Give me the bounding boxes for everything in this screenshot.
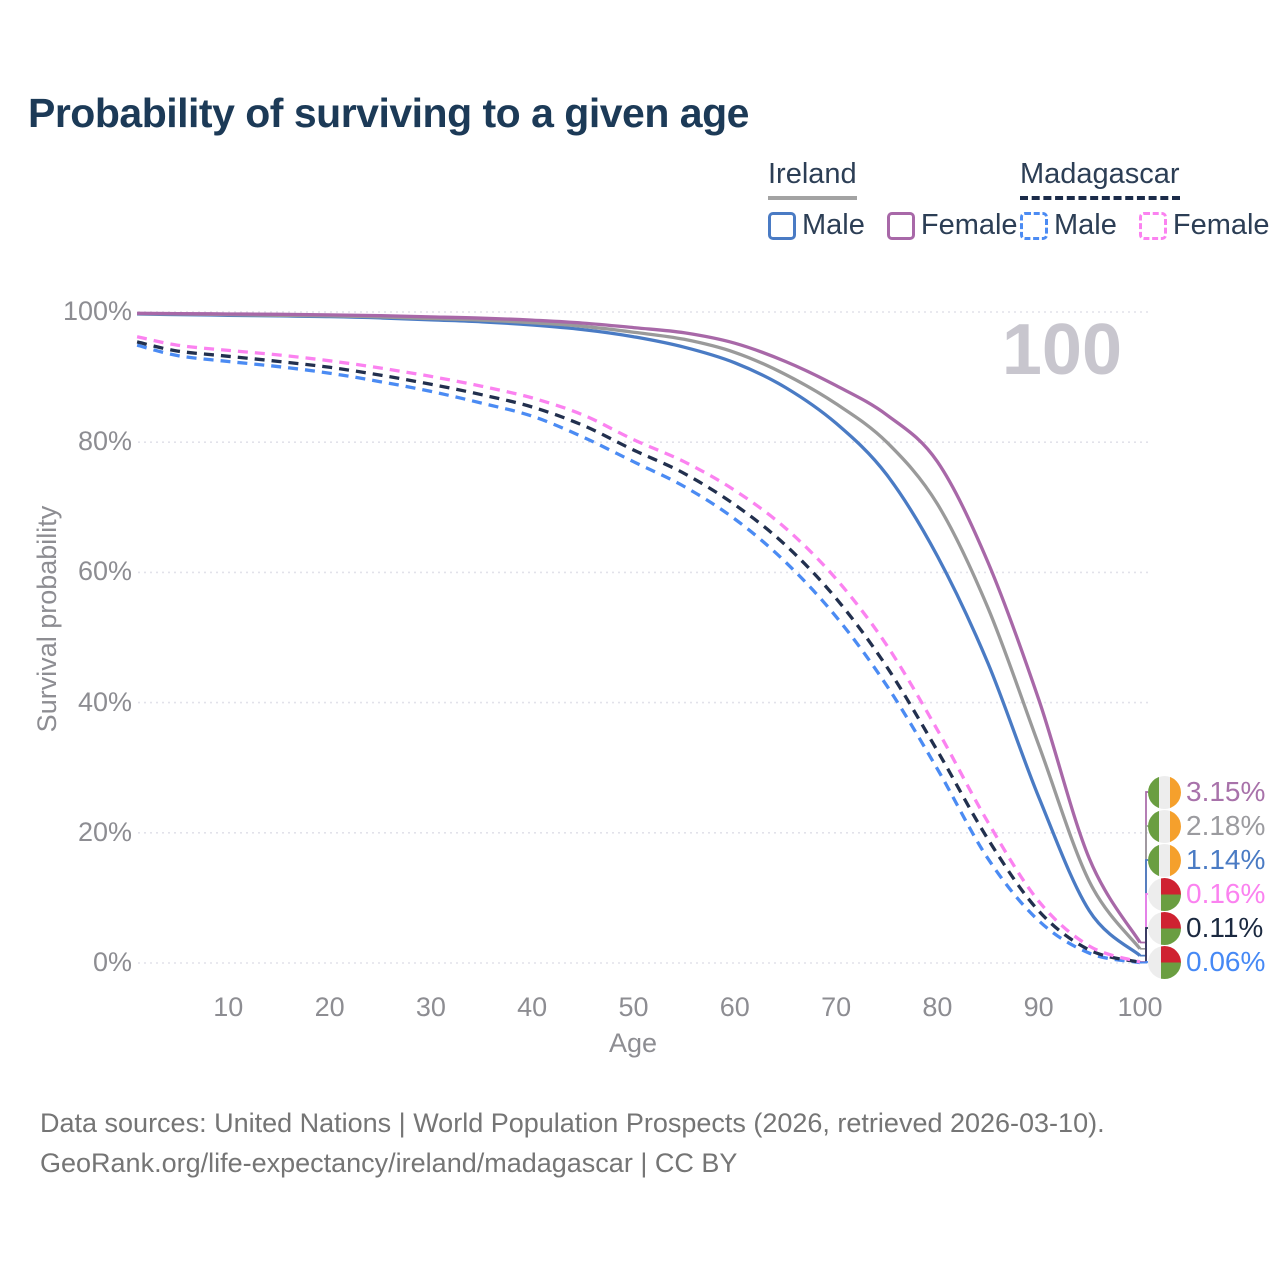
y-tick-label: 20%	[77, 816, 132, 847]
madagascar-male-line-swatch-icon	[1020, 211, 1048, 240]
end-label-madagascar-both-sexes: 0.11%	[1148, 911, 1263, 945]
legend-header-madagascar: Madagascar	[1020, 158, 1180, 200]
x-tick-label: 50	[618, 992, 649, 1022]
end-label-value: 1.14%	[1186, 844, 1266, 875]
x-tick-label: 10	[213, 992, 244, 1022]
x-axis-title: Age	[608, 1028, 658, 1058]
y-tick-label: 40%	[77, 686, 132, 717]
end-label-madagascar-male: 0.06%	[1148, 945, 1265, 979]
madagascar-flag-icon	[1148, 877, 1181, 911]
x-tick-label: 100	[1117, 992, 1163, 1022]
ireland-female-line-swatch-icon	[886, 211, 915, 240]
ireland-flag-icon	[1148, 809, 1181, 843]
curve-madagascar-female	[136, 335, 1141, 964]
legend-item-madagascar-male: Male	[1020, 209, 1117, 242]
legend-label: Female	[920, 209, 1018, 241]
legend-item-ireland-female: Female	[886, 209, 1018, 242]
y-axis-title: Survival probability	[32, 505, 62, 733]
end-label-value: 0.11%	[1186, 912, 1264, 943]
ireland-male-line-swatch-icon	[768, 211, 796, 240]
ireland-flag-icon	[1148, 775, 1181, 809]
end-label-value: 0.06%	[1186, 946, 1266, 977]
end-label-value: 2.18%	[1186, 810, 1266, 841]
madagascar-flag-icon	[1148, 945, 1181, 979]
y-tick-label: 80%	[77, 426, 132, 457]
legend-group-ireland: Ireland Male Female	[768, 158, 1018, 242]
x-tick-label: 40	[517, 992, 548, 1022]
legend-label: Male	[802, 209, 865, 241]
x-tick-label: 90	[1023, 992, 1054, 1022]
curve-madagascar-both-sexes	[136, 340, 1141, 964]
end-label-ireland-both-sexes: 2.18%	[1148, 809, 1265, 843]
leader-line	[1140, 927, 1148, 964]
madagascar-female-line-swatch-icon	[1138, 211, 1167, 240]
leader-line	[1140, 961, 1148, 964]
x-tick-label: 60	[719, 992, 750, 1022]
y-tick-label: 60%	[77, 556, 132, 587]
end-label-ireland-male: 1.14%	[1148, 843, 1265, 877]
legend-item-madagascar-female: Female	[1138, 209, 1270, 242]
x-tick-label: 30	[415, 992, 446, 1022]
curve-ireland-both-sexes	[137, 311, 1142, 950]
y-tick-label: 100%	[62, 296, 132, 326]
x-tick-label: 20	[314, 992, 345, 1022]
curve-ireland-female	[137, 311, 1142, 944]
legend-label: Female	[1172, 209, 1270, 241]
y-tick-label: 0%	[92, 947, 132, 977]
page-title: Probability of surviving to a given age	[28, 90, 749, 136]
curve-madagascar-male	[136, 343, 1141, 965]
x-tick-label: 70	[821, 992, 852, 1022]
legend-item-ireland-male: Male	[768, 209, 865, 242]
end-label-ireland-female: 3.15%	[1148, 775, 1265, 809]
end-label-madagascar-female: 0.16%	[1148, 877, 1265, 911]
madagascar-flag-icon	[1148, 911, 1181, 945]
legend-header-ireland: Ireland	[768, 158, 857, 200]
end-label-value: 3.15%	[1186, 776, 1266, 807]
x-tick-label: 80	[922, 992, 953, 1022]
watermark-age-100: 100	[1002, 310, 1122, 390]
ireland-flag-icon	[1148, 843, 1181, 877]
legend-group-madagascar: Madagascar Male Female	[1020, 158, 1270, 242]
attribution-line: GeoRank.org/life-expectancy/ireland/mada…	[40, 1148, 738, 1178]
data-sources-line: Data sources: United Nations | World Pop…	[40, 1108, 1105, 1138]
legend-label: Male	[1054, 209, 1117, 241]
end-label-value: 0.16%	[1186, 878, 1266, 909]
